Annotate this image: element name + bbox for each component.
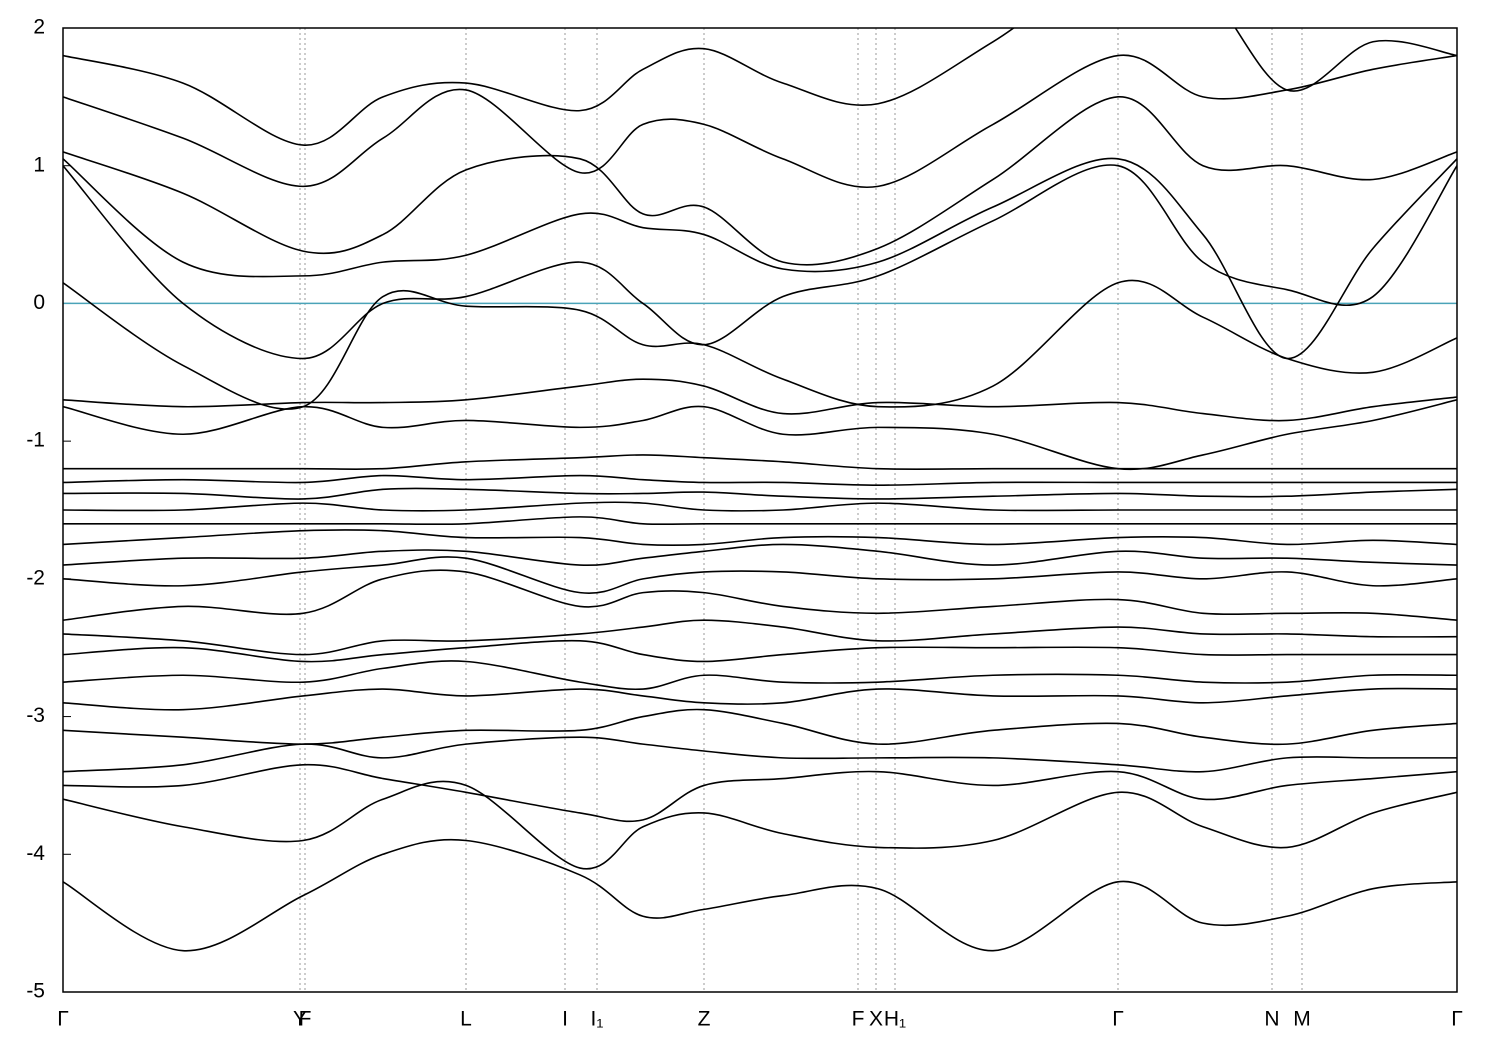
band-line: [63, 780, 1457, 870]
y-tick-label: -3: [26, 704, 45, 727]
x-tick-label: Γ: [57, 1008, 69, 1031]
x-tick-label: I₁: [591, 1008, 604, 1031]
x-tick-label: F: [299, 1008, 312, 1031]
x-tick-label: Γ: [1451, 1008, 1463, 1031]
y-tick-label: -2: [26, 566, 45, 589]
band-line: [63, 569, 1457, 621]
band-line: [63, 543, 1457, 567]
x-tick-label: Y: [293, 1008, 307, 1031]
y-tick-label: -5: [26, 980, 45, 1003]
band-line: [63, 736, 1457, 773]
band-line: [63, 619, 1457, 656]
band-line: [63, 96, 1457, 266]
band-line: [63, 157, 1457, 360]
bands: [63, 28, 1457, 952]
x-tick-label: H₁: [884, 1008, 906, 1031]
x-tick-label: X: [869, 1008, 883, 1031]
x-tick-label: M: [1293, 1008, 1311, 1031]
band-line: [63, 28, 1457, 146]
band-line: [63, 556, 1457, 594]
band-line: [63, 279, 1457, 410]
band-line: [63, 838, 1457, 952]
band-line: [63, 474, 1457, 487]
band-line: [63, 687, 1457, 711]
y-tick-label: 1: [33, 153, 45, 176]
labels: 210-1-2-3-4-5Γ YF L I I₁ Z F X H₁ Γ N M Γ: [26, 16, 1462, 1031]
band-line: [63, 487, 1457, 500]
band-line: [63, 164, 1457, 360]
band-line: [63, 399, 1457, 471]
band-line: [63, 529, 1457, 547]
x-tick-label: Γ: [1112, 1008, 1124, 1031]
band-line: [63, 501, 1457, 512]
x-tick-label: F: [852, 1008, 865, 1031]
band-line: [63, 763, 1457, 823]
x-tick-label: Z: [698, 1008, 711, 1031]
x-tick-label: L: [460, 1008, 472, 1031]
band-line: [63, 454, 1457, 470]
plot-frame: [62, 27, 1458, 993]
band-line: [63, 54, 1457, 189]
band-line: [63, 639, 1457, 663]
y-tick-label: 2: [33, 16, 45, 39]
band-line: [63, 660, 1457, 691]
y-tick-label: -4: [26, 842, 45, 865]
band-line: [63, 516, 1457, 526]
y-tick-label: -1: [26, 429, 45, 452]
band-line: [63, 708, 1457, 746]
y-tick-label: 0: [33, 291, 45, 314]
x-tick-label: I: [562, 1008, 568, 1031]
band-line: [63, 378, 1457, 422]
x-tick-label: N: [1264, 1008, 1279, 1031]
